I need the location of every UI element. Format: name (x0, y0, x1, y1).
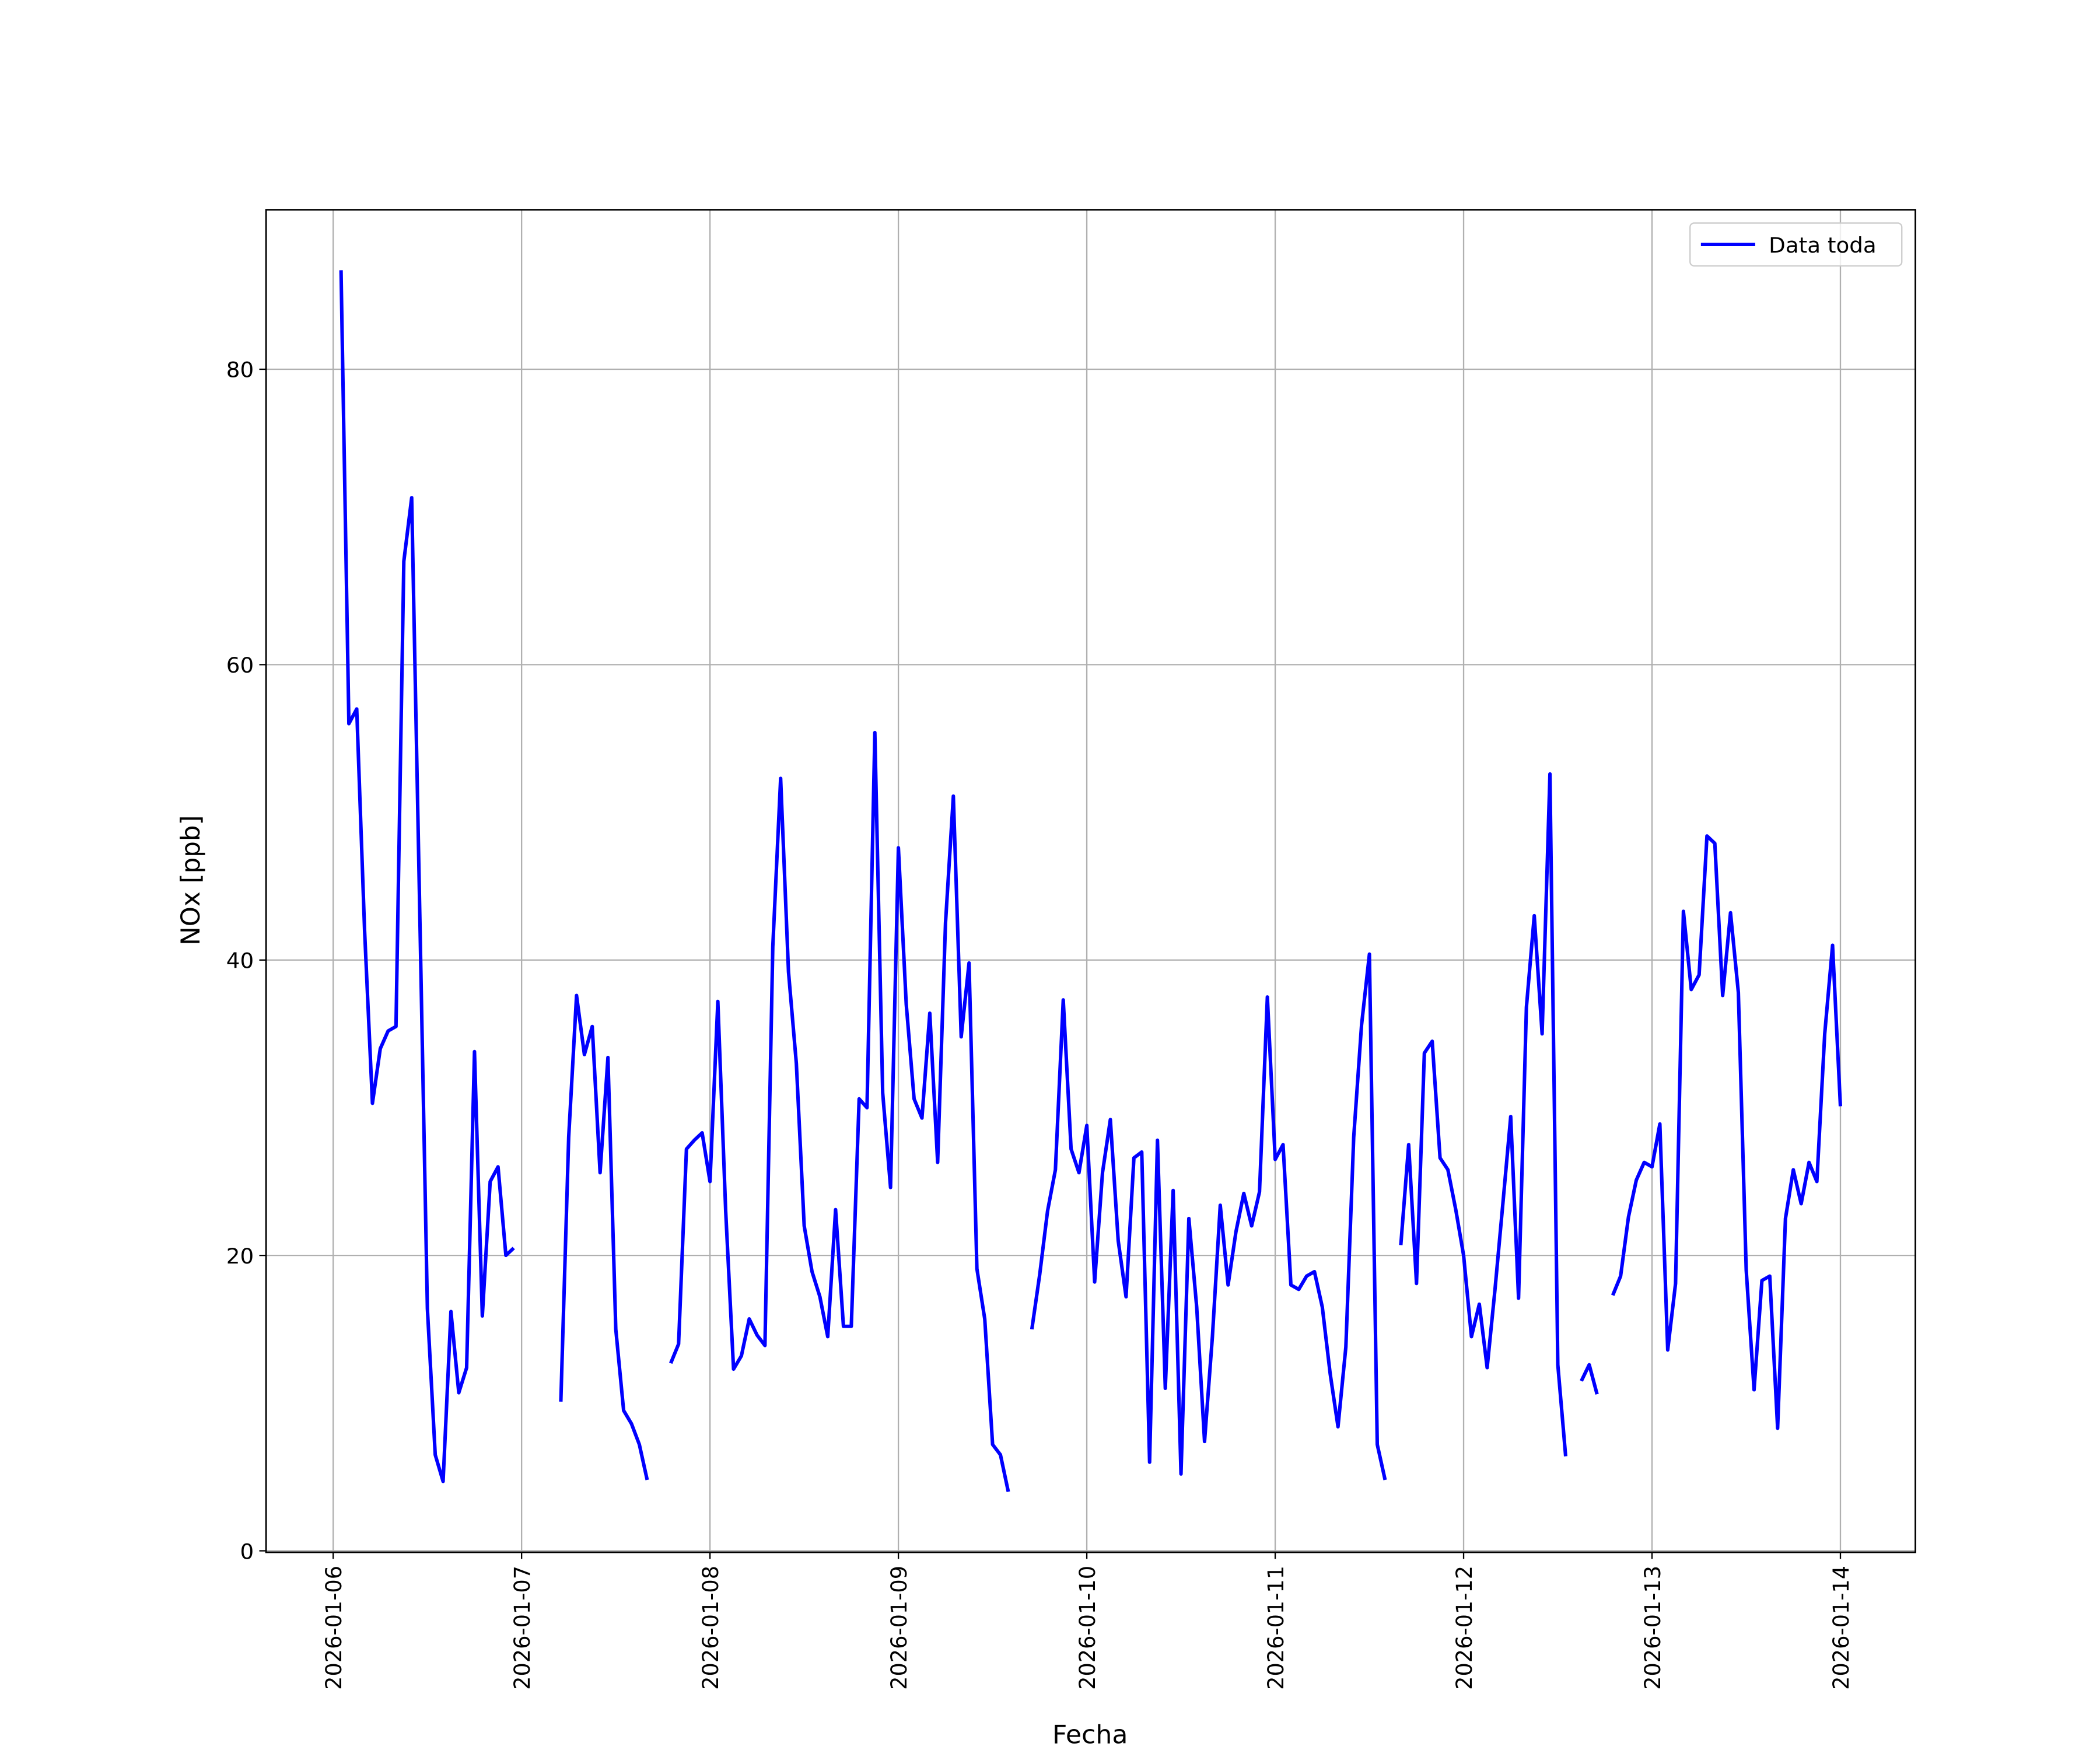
x-tick-label: 2026-01-06 (321, 1566, 346, 1690)
y-tick-label: 0 (240, 1539, 254, 1564)
data-line (339, 270, 1843, 1492)
plot-frame (265, 209, 1916, 1553)
x-tick-label: 2026-01-11 (1264, 1566, 1289, 1690)
legend-box (1689, 222, 1903, 267)
y-tick-label: 60 (226, 653, 254, 678)
y-tick-label: 20 (226, 1244, 254, 1269)
legend: Data toda (1689, 222, 1903, 267)
y-tick-label: 80 (226, 358, 254, 383)
x-axis-label: Fecha (1052, 1720, 1128, 1750)
x-tick-label: 2026-01-12 (1452, 1566, 1477, 1690)
x-tick-label: 2026-01-13 (1640, 1566, 1665, 1690)
y-tick-label: 40 (226, 949, 254, 974)
x-tick-label: 2026-01-08 (698, 1566, 723, 1690)
x-tick-label: 2026-01-10 (1075, 1566, 1100, 1690)
x-tick-label: 2026-01-09 (887, 1566, 912, 1690)
legend-label: Data toda (1769, 233, 1876, 258)
y-axis-label: NOx [ppb] (176, 816, 206, 946)
x-tick-label: 2026-01-14 (1829, 1566, 1854, 1690)
x-tick-label: 2026-01-07 (510, 1566, 535, 1690)
